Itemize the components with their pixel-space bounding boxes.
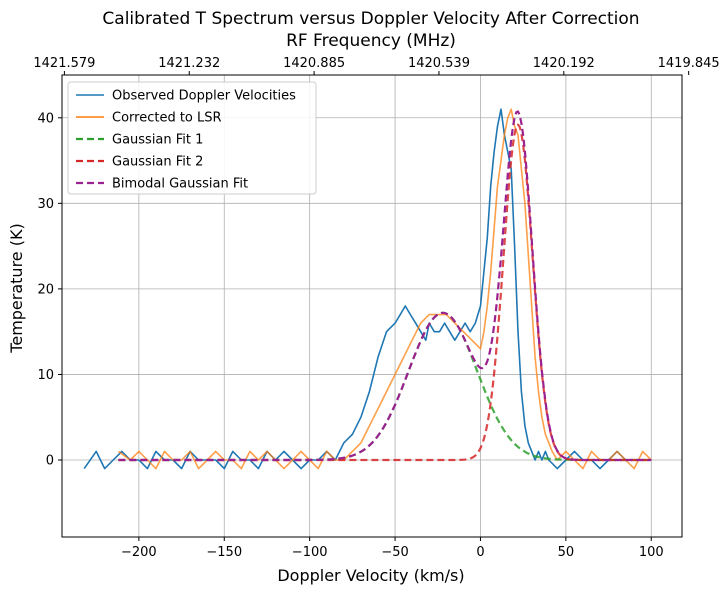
x-tick-label: 100: [639, 545, 664, 560]
series-line-1: [83, 108, 627, 470]
top-tick-label: 1419.845: [658, 56, 720, 71]
top-tick-label: 1421.579: [33, 56, 95, 71]
series-line-5: [118, 110, 652, 462]
top-axis-ticks: 1421.579 1421.232 1420.885 1420.539 1420.192…: [33, 56, 720, 75]
y-tick-label: 0: [46, 454, 54, 469]
legend-label-4: Gaussian Fit 2: [112, 155, 203, 170]
legend-label-5: Bimodal Gaussian Fit: [112, 177, 248, 192]
legend-label-3: Gaussian Fit 1: [112, 133, 203, 148]
x-axis-label: Doppler Velocity (km/s): [277, 566, 464, 585]
plot-frame: [61, 74, 683, 538]
top-tick-label: 1421.232: [158, 56, 220, 71]
plot-area: [83, 108, 652, 470]
top-axis-label: RF Frequency (MHz): [286, 31, 456, 51]
top-tick-label: 1420.192: [533, 56, 595, 71]
y-tick-label: 30: [37, 197, 54, 212]
legend-label-2: Corrected to LSR: [112, 111, 222, 126]
x-tick-label: 50: [558, 545, 575, 560]
x-tick-label: −50: [381, 545, 408, 560]
y-tick-label: 20: [37, 282, 54, 297]
y-axis-ticks: 0 10 20 30 40: [37, 111, 62, 469]
x-tick-label: −100: [292, 545, 328, 560]
chart-title: Calibrated T Spectrum versus Doppler Vel…: [102, 9, 639, 29]
legend-box: [67, 81, 317, 195]
legend: Observed Doppler Velocities Corrected to …: [67, 81, 317, 195]
y-tick-label: 40: [37, 111, 54, 126]
x-tick-label: 0: [476, 545, 484, 560]
y-tick-label: 10: [37, 368, 54, 383]
top-tick-label: 1420.539: [408, 56, 470, 71]
x-tick-label: −200: [121, 545, 157, 560]
x-axis-ticks: −200 −150 −100 −50 0 50 100: [121, 537, 664, 560]
legend-label-1: Observed Doppler Velocities: [112, 89, 296, 104]
x-tick-label: −150: [206, 545, 242, 560]
top-tick-label: 1420.885: [283, 56, 345, 71]
y-axis-label: Temperature (K): [7, 223, 26, 353]
